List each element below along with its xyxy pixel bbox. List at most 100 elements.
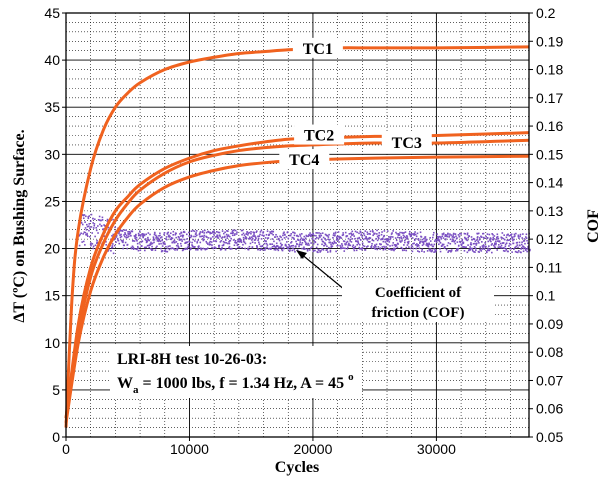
cof-point: [146, 244, 149, 247]
cof-point: [444, 235, 446, 238]
cof-point: [245, 233, 248, 235]
cof-point: [364, 230, 367, 232]
cof-point: [338, 241, 340, 243]
cof-point: [390, 233, 393, 235]
cof-point: [473, 246, 476, 248]
cof-point: [142, 235, 144, 237]
cof-point: [132, 246, 134, 249]
cof-point: [88, 223, 91, 225]
cof-point: [478, 237, 481, 239]
cof-point: [505, 236, 508, 239]
cof-point: [394, 244, 397, 246]
cof-point: [528, 249, 531, 252]
cof-point: [137, 245, 139, 248]
cof-point: [408, 240, 410, 243]
cof-point: [402, 236, 405, 239]
cof-point: [86, 234, 88, 236]
cof-point: [424, 240, 426, 243]
cof-point: [488, 233, 491, 236]
cof-point: [500, 244, 503, 247]
cof-point: [170, 247, 173, 250]
cof-point: [327, 238, 330, 241]
cof-point: [475, 249, 477, 251]
cof-point: [343, 250, 346, 252]
cof-point: [148, 239, 151, 242]
cof-point: [509, 238, 511, 241]
cof-point: [164, 250, 167, 253]
cof-point: [192, 238, 195, 241]
cof-point: [519, 244, 521, 247]
cof-point: [503, 238, 506, 241]
cof-point: [298, 239, 300, 242]
cof-point: [374, 232, 376, 235]
cof-point: [305, 242, 308, 245]
cof-point: [248, 231, 251, 234]
cof-point: [141, 233, 144, 235]
cof-point: [470, 242, 472, 244]
series-label-tc1: TC1: [303, 41, 333, 58]
cof-point: [247, 232, 250, 234]
cof-point: [139, 235, 142, 237]
cof-point: [345, 243, 347, 245]
cof-point: [384, 247, 386, 249]
cof-point: [287, 247, 289, 250]
cof-point: [99, 223, 101, 226]
cof-point: [112, 252, 115, 255]
cof-point: [120, 233, 122, 236]
test-conditions-line2: Wa = 1000 lbs, f = 1.34 Hz, A = 45 o: [117, 371, 354, 396]
cof-point: [502, 247, 504, 249]
cof-point: [339, 236, 342, 238]
cof-point: [289, 249, 291, 251]
cof-point: [468, 235, 471, 238]
cof-point: [391, 236, 394, 238]
cof-point: [511, 236, 514, 239]
cof-point: [212, 247, 215, 250]
cof-point: [258, 235, 261, 237]
cof-point: [233, 244, 236, 247]
cof-point: [333, 240, 336, 243]
cof-point: [454, 233, 457, 235]
cof-point: [334, 234, 336, 236]
cof-point: [479, 248, 482, 251]
cof-point: [97, 218, 100, 221]
cof-point: [256, 245, 258, 248]
y2-tick-label: 0.2: [536, 5, 556, 21]
cof-point: [441, 244, 444, 246]
cof-point: [89, 235, 91, 238]
cof-point: [238, 241, 241, 243]
cof-point: [276, 248, 279, 250]
cof-point: [346, 247, 349, 250]
cof-point: [228, 235, 231, 238]
cof-point: [175, 232, 177, 235]
cof-point: [258, 243, 261, 245]
cof-point: [362, 244, 364, 247]
cof-point: [504, 250, 506, 252]
cof-point: [125, 236, 128, 239]
cof-point: [375, 246, 377, 248]
cof-point: [507, 250, 509, 253]
cof-point: [355, 249, 358, 252]
cof-point: [161, 239, 163, 242]
cof-point: [504, 245, 507, 248]
cof-point: [470, 236, 473, 238]
cof-point: [421, 250, 423, 252]
cof-point: [343, 247, 345, 249]
cof-point: [236, 243, 239, 246]
y2-tick-label: 0.05: [536, 429, 563, 445]
cof-point: [133, 247, 135, 250]
cof-point: [525, 249, 527, 251]
y2-tick-label: 0.08: [536, 344, 563, 360]
cof-point: [86, 223, 88, 226]
cof-point: [515, 232, 517, 235]
cof-point: [436, 237, 439, 240]
cof-point: [131, 245, 134, 248]
cof-point: [432, 236, 434, 239]
cof-point: [305, 235, 308, 237]
cof-point: [158, 235, 160, 237]
cof-point: [442, 233, 444, 236]
cof-point: [520, 251, 522, 254]
cof-point: [429, 237, 431, 239]
y-tick-label: 20: [44, 241, 60, 257]
cof-point: [249, 242, 252, 245]
cof-point: [281, 243, 283, 246]
